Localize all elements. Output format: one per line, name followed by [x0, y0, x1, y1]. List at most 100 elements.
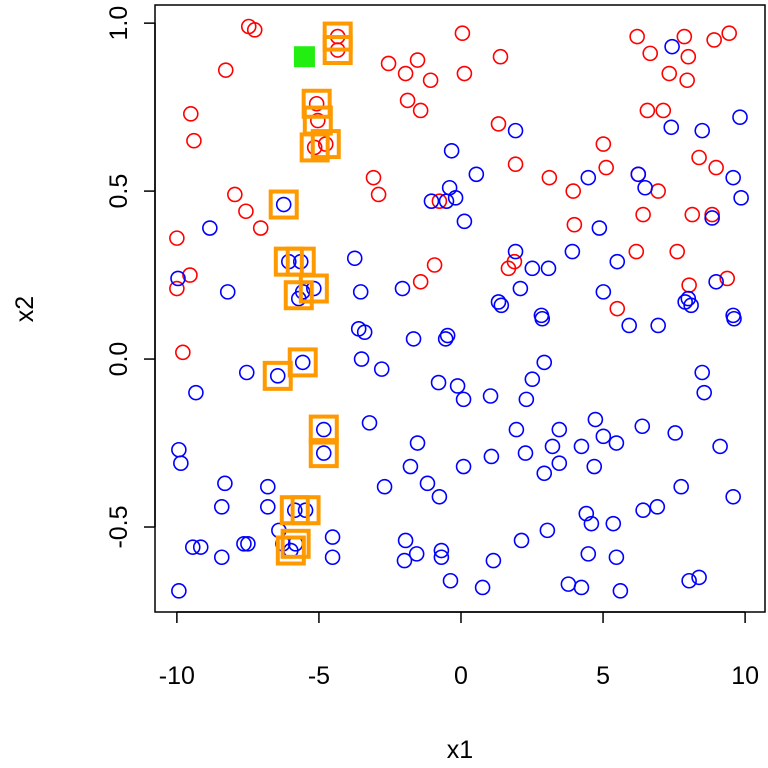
red-point: [422, 72, 439, 89]
red-point: [412, 102, 429, 119]
blue-point: [468, 166, 485, 183]
blue-point: [437, 331, 454, 347]
blue-point: [524, 260, 541, 277]
red-point: [380, 55, 397, 72]
blue-point: [219, 284, 236, 300]
red-point: [409, 52, 426, 68]
blue-point: [573, 579, 590, 596]
blue-point: [433, 549, 450, 566]
red-point: [412, 273, 429, 290]
red-point: [182, 267, 198, 283]
neighbor-highlight-square: [308, 414, 339, 445]
red-point: [708, 159, 724, 176]
neighbor-highlight-square: [262, 360, 293, 391]
blue-point: [433, 542, 450, 559]
data-points: [169, 18, 749, 599]
blue-point: [580, 169, 597, 186]
blue-point: [290, 290, 307, 307]
blue-point: [490, 294, 507, 310]
blue-point: [712, 438, 728, 455]
red-point: [595, 136, 612, 152]
red-point: [704, 206, 720, 223]
red-point: [397, 65, 414, 82]
blue-point: [580, 546, 597, 562]
blue-point: [587, 411, 604, 428]
axes: -10 -5 0 5 10 -0.5 0.0 0.5 1.0: [105, 6, 759, 690]
blue-point: [483, 448, 500, 465]
blue-point: [673, 478, 689, 495]
x-tick-label: 5: [596, 662, 610, 690]
blue-point: [202, 220, 218, 236]
red-point: [169, 230, 185, 246]
x-tick-label: 10: [731, 662, 759, 690]
blue-point: [171, 583, 187, 599]
blue-point: [564, 243, 581, 260]
blue-point: [540, 260, 557, 277]
red-point: [629, 28, 645, 45]
blue-point: [560, 576, 577, 592]
blue-point: [442, 572, 459, 589]
blue-point: [513, 532, 530, 549]
red-point: [506, 253, 523, 270]
red-point: [681, 277, 697, 293]
blue-point: [376, 478, 393, 495]
blue-point: [573, 438, 590, 455]
blue-point: [733, 190, 749, 206]
blue-point: [635, 502, 651, 519]
red-point: [252, 220, 269, 236]
blue-point: [634, 418, 651, 435]
red-point: [655, 102, 672, 119]
blue-point: [583, 515, 600, 532]
blue-point: [591, 220, 608, 236]
red-point: [680, 48, 697, 65]
blue-point: [539, 522, 556, 539]
blue-point: [696, 384, 712, 401]
red-point: [598, 159, 614, 176]
blue-point: [269, 368, 286, 384]
blue-point: [405, 331, 422, 347]
neighbor-highlight-square: [298, 273, 329, 304]
blue-point: [409, 435, 426, 451]
blue-point: [361, 415, 378, 431]
red-point: [669, 243, 686, 260]
blue-point: [408, 546, 425, 562]
red-point: [454, 25, 471, 42]
red-point: [565, 183, 582, 199]
blue-point: [315, 421, 332, 438]
blue-point: [609, 253, 626, 270]
blue-point: [394, 280, 411, 297]
neighbor-highlight-square: [287, 347, 318, 378]
y-tick-label: 0.0: [105, 342, 133, 377]
blue-point: [192, 539, 209, 555]
red-point: [684, 206, 701, 223]
neighbor-highlight-square: [275, 535, 306, 566]
red-point: [628, 243, 645, 260]
blue-point: [449, 378, 466, 394]
red-point: [431, 193, 448, 209]
blue-point: [346, 250, 363, 267]
red-point: [676, 28, 693, 45]
blue-point: [431, 488, 448, 505]
x-tick-label: -5: [308, 662, 330, 690]
blue-point: [485, 552, 502, 569]
blue-point: [439, 327, 456, 344]
blue-point: [456, 213, 473, 230]
blue-point: [725, 169, 741, 186]
neighbor-highlight-square: [280, 528, 311, 559]
blue-point: [677, 294, 693, 310]
red-point: [365, 169, 382, 186]
blue-point: [353, 351, 370, 367]
neighbor-highlight-square: [308, 438, 339, 469]
red-point: [679, 72, 695, 89]
x-axis-title: x1: [447, 736, 473, 764]
red-point: [691, 149, 707, 166]
blue-point: [438, 193, 455, 209]
red-point: [719, 270, 736, 287]
blue-point: [493, 297, 510, 314]
blue-point: [213, 549, 230, 566]
plot-box: [154, 4, 766, 613]
blue-point: [213, 499, 230, 515]
blue-point: [259, 478, 276, 495]
blue-point: [324, 549, 341, 566]
